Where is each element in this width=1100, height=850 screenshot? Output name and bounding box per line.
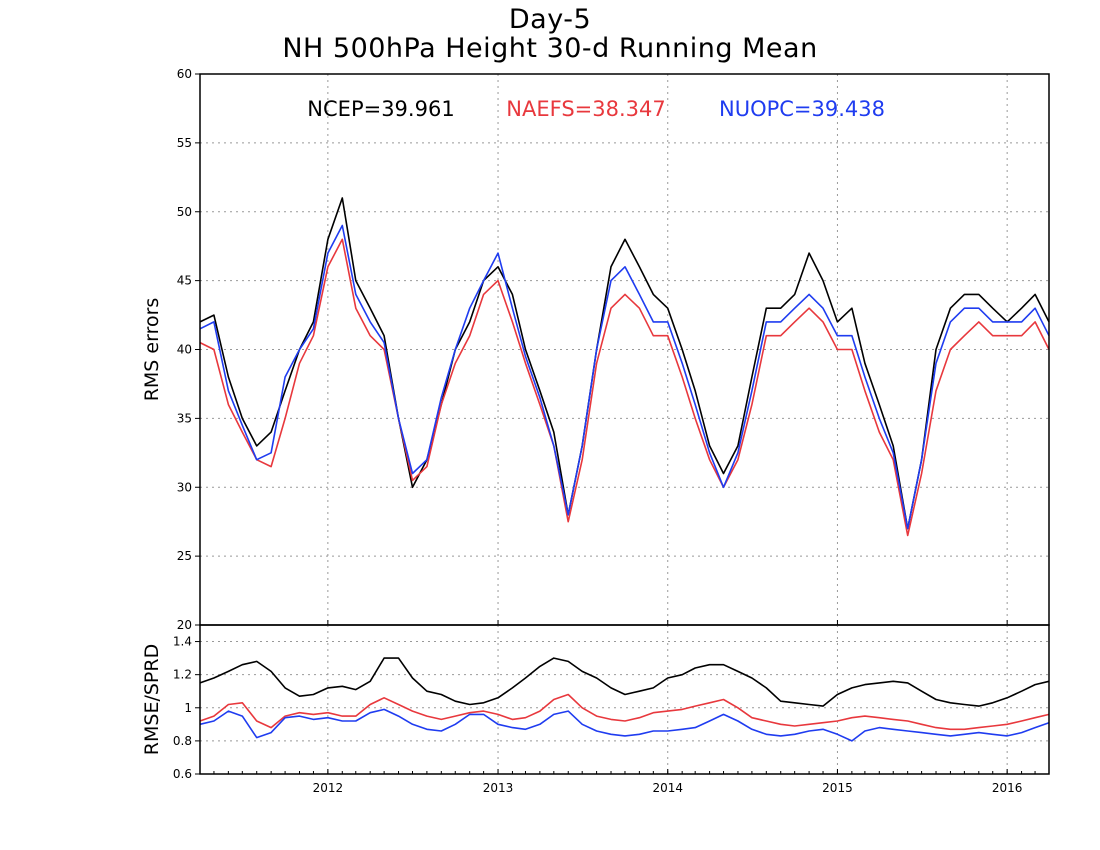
y-tick-label: 1.2 [173, 668, 192, 682]
y-tick-label: 55 [177, 136, 192, 150]
stat-label-2: NUOPC=39.438 [719, 97, 885, 121]
y-tick-label: 20 [177, 618, 192, 632]
y-tick-label: 0.6 [173, 767, 192, 781]
chart-title-line1: Day-5 [508, 4, 592, 35]
y-tick-label: 1.4 [173, 635, 192, 649]
y-tick-label: 45 [177, 274, 192, 288]
y-tick-label: 30 [177, 480, 192, 494]
y-tick-label: 25 [177, 549, 192, 563]
y-axis-label-panel1: RMS errors [141, 298, 163, 402]
series-line-naefs-panel1 [199, 238, 1050, 537]
series-line-ncep-panel1 [199, 197, 1050, 530]
x-tick-label: 2015 [822, 781, 853, 795]
stat-label-1: NAEFS=38.347 [506, 97, 665, 121]
plot-frame-panel2 [199, 624, 1050, 775]
series-line-naefs-panel2 [199, 693, 1050, 731]
x-tick-label: 2013 [483, 781, 514, 795]
x-tick-label: 2014 [652, 781, 683, 795]
y-tick-label: 35 [177, 411, 192, 425]
y-tick-label: 50 [177, 205, 192, 219]
y-tick-label: 0.8 [173, 734, 192, 748]
x-tick-label: 2012 [313, 781, 344, 795]
series-line-ncep-panel2 [199, 657, 1050, 707]
chart-title-line2: NH 500hPa Height 30-d Running Mean [282, 33, 818, 64]
x-tick-label: 2016 [992, 781, 1023, 795]
y-tick-label: 60 [177, 67, 192, 81]
y-axis-label-panel2: RMSE/SPRD [141, 644, 163, 755]
y-tick-label: 1 [184, 701, 192, 715]
series-line-nuopc-panel1 [199, 224, 1050, 530]
stat-label-0: NCEP=39.961 [307, 97, 454, 121]
series-line-nuopc-panel2 [199, 708, 1050, 742]
y-tick-label: 40 [177, 343, 192, 357]
